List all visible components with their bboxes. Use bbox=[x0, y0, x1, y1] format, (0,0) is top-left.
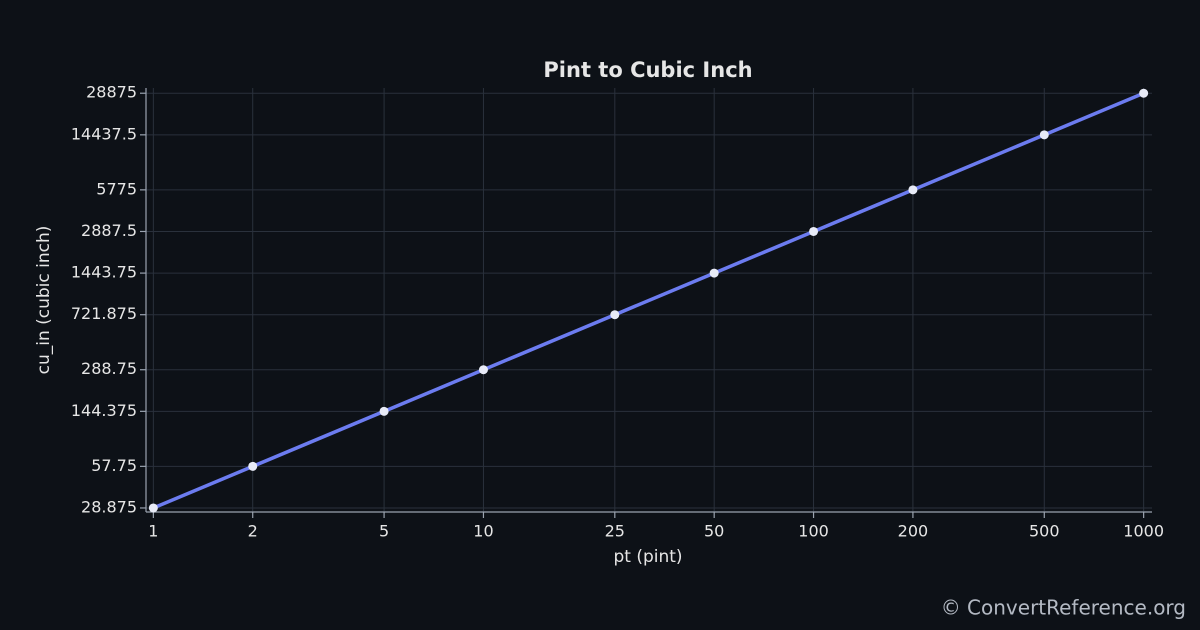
y-tick-label: 144.375 bbox=[71, 401, 137, 420]
y-tick-label: 28.875 bbox=[81, 497, 137, 516]
y-tick-label: 721.875 bbox=[71, 304, 137, 323]
x-tick-label: 500 bbox=[1029, 522, 1060, 541]
x-tick-label: 5 bbox=[379, 522, 389, 541]
y-axis-label: cu_in (cubic inch) bbox=[34, 226, 54, 375]
x-tick-label: 2 bbox=[248, 522, 258, 541]
watermark: © ConvertReference.org bbox=[941, 596, 1186, 620]
y-tick-label: 57.75 bbox=[91, 456, 137, 475]
point bbox=[709, 268, 719, 278]
x-tick-label: 25 bbox=[605, 522, 625, 541]
point bbox=[478, 365, 488, 375]
x-tick-label: 100 bbox=[798, 522, 829, 541]
point bbox=[148, 503, 158, 513]
point bbox=[809, 226, 819, 236]
x-tick-label: 10 bbox=[473, 522, 493, 541]
line bbox=[152, 91, 1145, 510]
x-tick-label: 1000 bbox=[1123, 522, 1164, 541]
x-tick-label: 200 bbox=[898, 522, 929, 541]
y-tick-label: 2887.5 bbox=[81, 221, 137, 240]
point bbox=[248, 461, 258, 471]
y-tick-label: 1443.75 bbox=[71, 263, 137, 282]
point bbox=[1039, 130, 1049, 140]
point bbox=[610, 310, 620, 320]
y-tick-label: 14437.5 bbox=[71, 124, 137, 143]
x-axis-label: pt (pint) bbox=[613, 547, 682, 567]
point bbox=[379, 406, 389, 416]
x-tick-label: 1 bbox=[148, 522, 158, 541]
x-tick-label: 50 bbox=[704, 522, 724, 541]
point bbox=[1139, 88, 1149, 98]
point bbox=[908, 185, 918, 195]
y-tick-label: 5775 bbox=[96, 179, 137, 198]
y-tick-label: 288.75 bbox=[81, 359, 137, 378]
chart-title: Pint to Cubic Inch bbox=[543, 58, 752, 82]
y-tick-label: 28875 bbox=[86, 83, 137, 102]
